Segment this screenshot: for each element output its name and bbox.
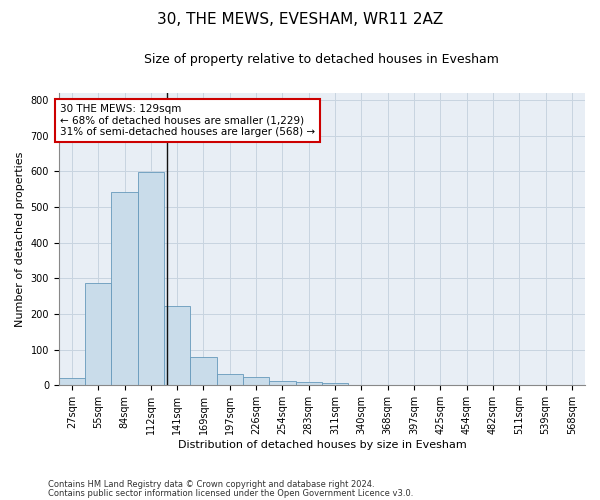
Text: Contains public sector information licensed under the Open Government Licence v3: Contains public sector information licen… [48, 488, 413, 498]
Bar [59, 378, 85, 386]
Bar [112, 192, 138, 386]
Text: 30 THE MEWS: 129sqm
← 68% of detached houses are smaller (1,229)
31% of semi-det: 30 THE MEWS: 129sqm ← 68% of detached ho… [60, 104, 315, 137]
Bar [296, 382, 322, 386]
Bar [164, 306, 190, 386]
Text: Contains HM Land Registry data © Crown copyright and database right 2024.: Contains HM Land Registry data © Crown c… [48, 480, 374, 489]
Bar [243, 377, 269, 386]
Bar [217, 374, 243, 386]
X-axis label: Distribution of detached houses by size in Evesham: Distribution of detached houses by size … [178, 440, 466, 450]
Bar [322, 383, 348, 386]
Text: 30, THE MEWS, EVESHAM, WR11 2AZ: 30, THE MEWS, EVESHAM, WR11 2AZ [157, 12, 443, 28]
Bar [269, 381, 296, 386]
Bar [85, 282, 112, 386]
Y-axis label: Number of detached properties: Number of detached properties [15, 152, 25, 327]
Bar [190, 357, 217, 386]
Bar [138, 172, 164, 386]
Title: Size of property relative to detached houses in Evesham: Size of property relative to detached ho… [145, 52, 499, 66]
